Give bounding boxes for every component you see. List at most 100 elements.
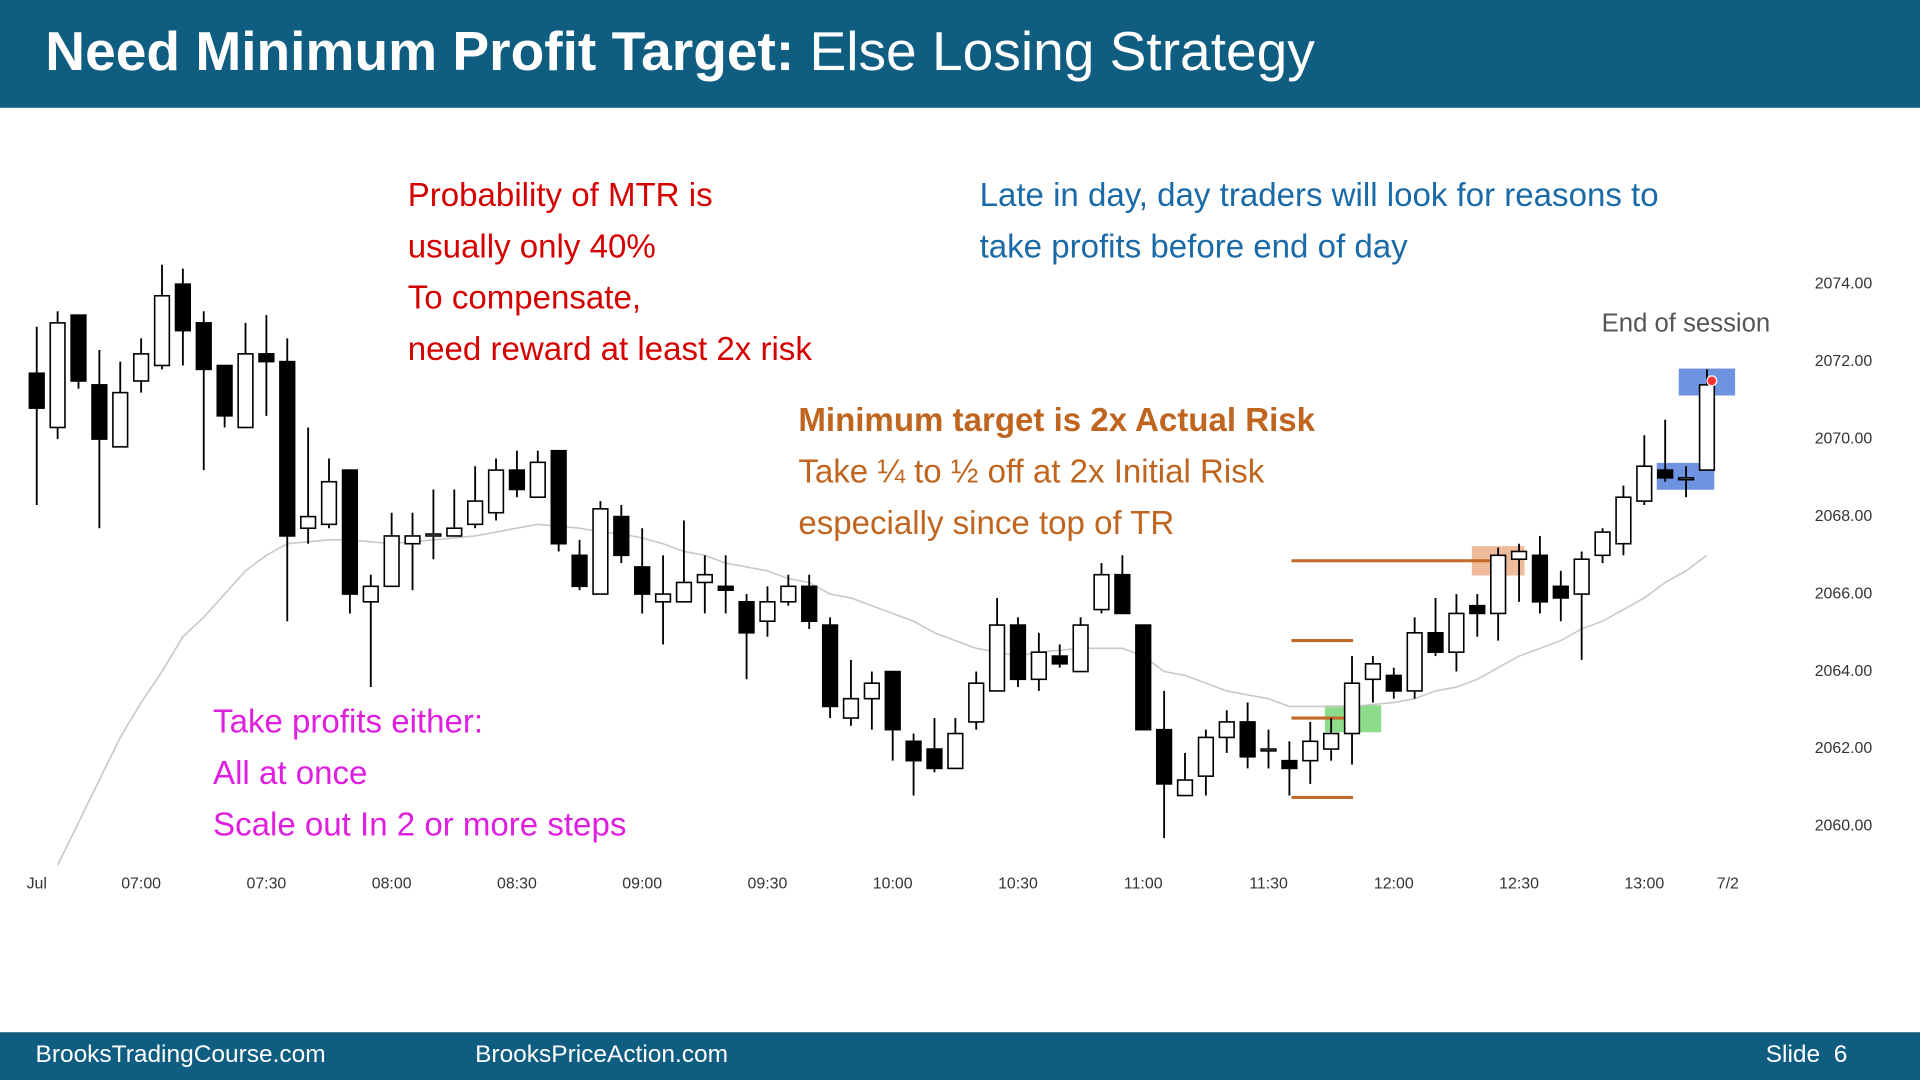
bear-candle [717,585,734,591]
bull-candle [1510,550,1528,561]
bull-candle [1594,531,1611,557]
bear-candle [279,360,296,537]
bull-candle [1093,573,1110,611]
x-tick-label: 10:00 [873,875,913,892]
x-tick-label: 12:30 [1499,875,1539,892]
bull-candle [759,601,776,622]
bear-candle [1155,728,1173,785]
bear-candle [1135,624,1152,731]
x-tick-label: 11:00 [1124,875,1163,892]
bear-candle [28,372,45,409]
x-tick-label: 12:00 [1374,875,1414,892]
annotation: Take profits either: [213,703,483,740]
bear-candle [738,601,755,634]
bull-candle [654,593,672,603]
annotation: Minimum target is 2x Actual Risk [798,402,1315,439]
footer-link: BrooksPriceAction.com [475,1041,728,1068]
bull-candle [132,353,150,382]
annotation: Scale out In 2 or more steps [213,806,626,843]
y-tick-label: 2068.00 [1815,508,1873,525]
header-bar [0,0,1920,108]
bull-candle [1260,748,1277,752]
bear-candle [1239,721,1256,758]
title-rest: Else Losing Strategy [810,20,1316,82]
bull-candle [1218,721,1235,739]
bear-candle [70,314,87,382]
bull-candle [1322,732,1340,750]
bull-candle [988,624,1006,692]
bear-candle [258,353,275,363]
annotation: To compensate, [408,280,641,317]
bear-candle [216,364,233,417]
bear-candle [1531,554,1549,603]
bull-candle [696,573,713,584]
bull-candle [780,585,797,603]
title-bold: Need Minimum Profit Target: [45,20,794,82]
bull-candle [1364,663,1382,681]
bear-candle [926,748,943,770]
y-tick-label: 2066.00 [1815,585,1873,602]
bear-candle [508,469,526,491]
annotation: Take ¼ to ½ off at 2x Initial Risk [798,454,1264,491]
x-tick-label: 07:30 [246,875,286,892]
bear-candle [1469,604,1486,615]
bull-candle [362,585,379,603]
annotation: usually only 40% [408,228,656,265]
bear-candle [821,624,839,708]
bear-candle [195,322,212,371]
bull-candle [1302,740,1319,762]
bull-candle [404,535,421,545]
bull-candle [1406,632,1423,692]
bull-candle [529,461,546,499]
bull-candle [383,535,400,588]
annotation: Probability of MTR is [408,177,713,214]
bull-candle [1197,736,1215,777]
annotation: All at once [213,755,367,792]
x-tick-label: 10:30 [998,875,1038,892]
bull-candle [1698,384,1716,471]
x-tick-label: 09:30 [748,875,788,892]
marker [1706,375,1718,387]
bear-candle [613,515,630,557]
y-tick-label: 2062.00 [1815,740,1873,757]
x-tick-label: Jul [27,875,47,892]
y-tick-label: 2070.00 [1815,430,1873,447]
bull-candle [425,533,442,537]
bull-candle [1490,554,1507,615]
bull-candle [863,682,880,700]
bull-candle [1176,779,1194,797]
bull-candle [1615,496,1632,545]
bull-candle [1448,612,1465,653]
bull-candle [153,294,171,367]
bull-candle [320,480,338,526]
bull-candle [947,732,964,770]
bull-candle [446,527,463,537]
y-tick-label: 2064.00 [1815,663,1873,680]
x-tick-label: 08:30 [497,875,537,892]
bull-candle [968,682,985,723]
bull-candle [1573,558,1590,595]
x-tick-label: 09:00 [622,875,662,892]
annotation: especially since top of TR [798,505,1174,542]
bear-candle [550,449,567,545]
bull-candle [112,391,129,448]
bear-candle [884,670,901,731]
bear-candle [1281,759,1298,770]
y-tick-label: 2074.00 [1815,275,1873,292]
bull-candle [49,322,66,429]
footer-bar [0,1032,1920,1080]
bull-candle [675,581,693,603]
bear-candle [1552,585,1569,599]
bull-candle [592,508,609,595]
bear-candle [1009,624,1027,681]
bear-candle [91,384,108,440]
bear-candle [1114,573,1131,615]
y-tick-label: 2072.00 [1815,353,1873,370]
bull-candle [237,353,254,429]
x-tick-label: 08:00 [372,875,412,892]
bear-candle [634,566,651,595]
footer-link: BrooksTradingCourse.com [36,1041,326,1068]
bear-candle [1657,469,1674,479]
x-tick-label: 07:00 [121,875,161,892]
